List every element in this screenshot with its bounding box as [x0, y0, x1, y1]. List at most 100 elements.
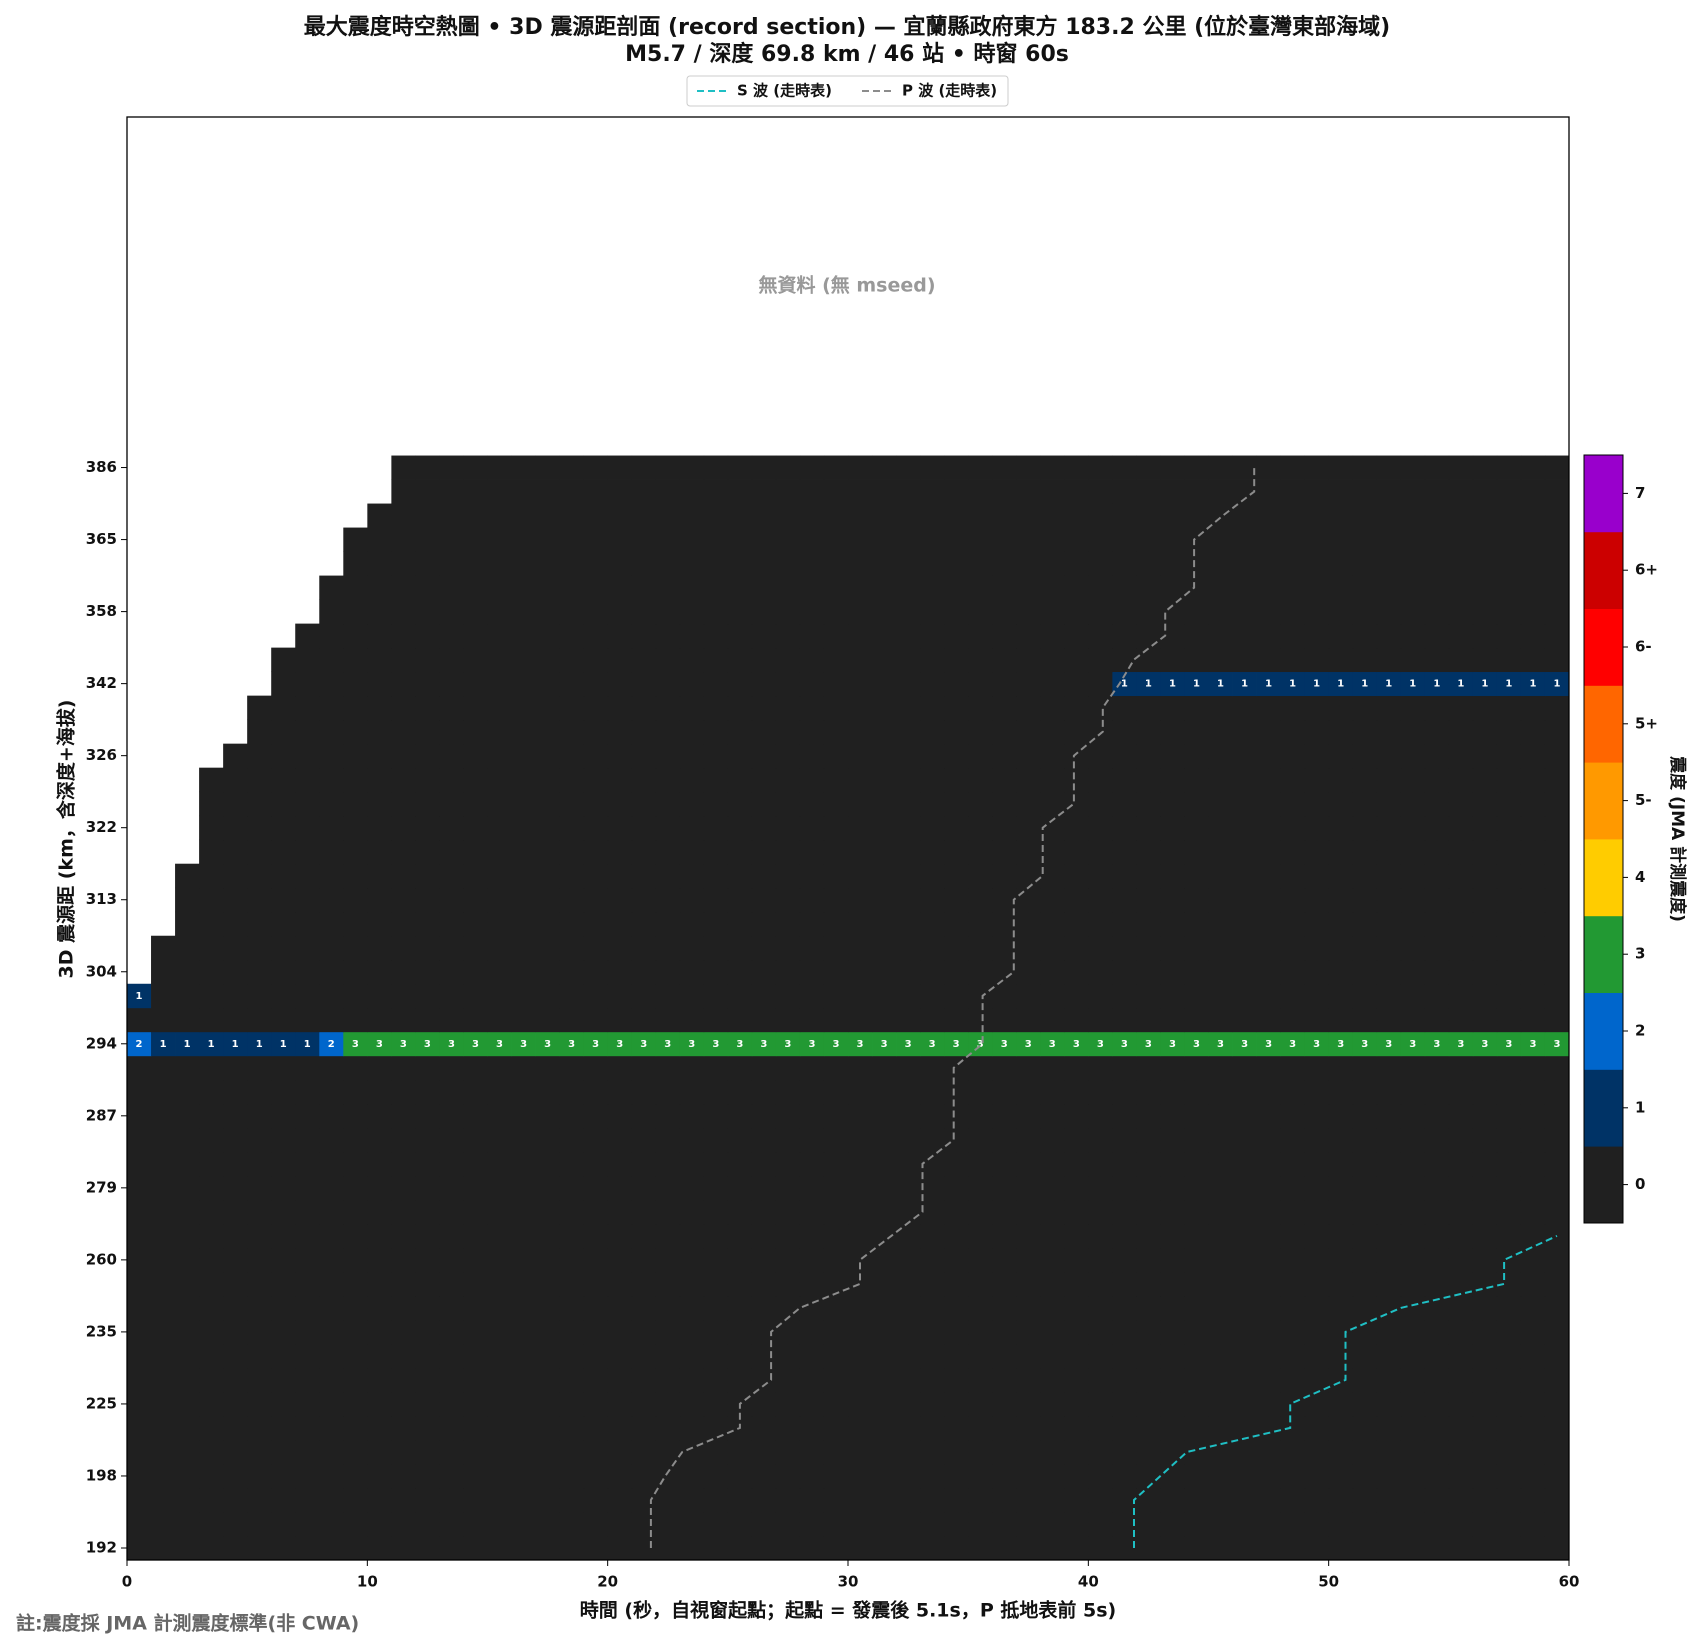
heatmap-cell: [151, 1247, 176, 1273]
heatmap-cell: [1328, 911, 1354, 937]
heatmap-cell: [1088, 1151, 1113, 1177]
heatmap-cell: [343, 1199, 368, 1225]
heatmap-cell: [1328, 767, 1354, 793]
heatmap-cell: [872, 1439, 897, 1465]
cell-label: 3: [544, 1039, 551, 1050]
heatmap-cell: [1304, 719, 1330, 745]
chart-subtitle: M5.7 / 深度 69.8 km / 46 站 • 時窗 60s: [625, 41, 1069, 67]
heatmap-cell: [223, 983, 248, 1009]
heatmap-cell: [1352, 1055, 1378, 1081]
heatmap-cell: [1280, 695, 1306, 721]
heatmap-cell: [535, 551, 560, 576]
heatmap-cell: [583, 863, 609, 889]
heatmap-cell: [391, 1295, 416, 1321]
heatmap-cell: [1496, 1175, 1522, 1201]
cell-label: 1: [1481, 679, 1488, 690]
heatmap-cell: [1352, 815, 1378, 841]
heatmap-cell: [295, 839, 320, 865]
heatmap-cell: [487, 767, 512, 793]
heatmap-cell: [1256, 551, 1281, 576]
heatmap-cell: [775, 455, 801, 480]
heatmap-cell: [1496, 719, 1522, 745]
heatmap-cell: [391, 1463, 416, 1489]
heatmap-cell: [1424, 839, 1450, 865]
heatmap-cell: [127, 1079, 152, 1105]
heatmap-cell: [872, 1271, 897, 1297]
heatmap-cell: [823, 1247, 849, 1273]
heatmap-cell: [655, 935, 681, 961]
heatmap-cell: [319, 767, 344, 793]
heatmap-cell: [487, 1103, 512, 1129]
heatmap-cell: [1352, 1343, 1378, 1369]
heatmap-cell: [1328, 1415, 1354, 1441]
heatmap-cell: [1184, 863, 1209, 889]
heatmap-cell: [1040, 1439, 1065, 1465]
heatmap-cell: [319, 647, 344, 673]
heatmap-cell: [559, 887, 585, 913]
heatmap-cell: [1136, 1151, 1161, 1177]
heatmap-cell: [968, 1031, 993, 1057]
heatmap-cell: [1040, 719, 1065, 745]
heatmap-cell: [1520, 479, 1546, 504]
heatmap-cell: [1328, 1535, 1354, 1561]
heatmap-cell: [295, 767, 320, 793]
heatmap-cell: [559, 1367, 585, 1393]
heatmap-cell: [1304, 527, 1330, 552]
heatmap-cell: [271, 1487, 296, 1513]
heatmap-cell: [343, 983, 368, 1009]
heatmap-cell: [1424, 1367, 1450, 1393]
heatmap-cell: [992, 743, 1017, 769]
heatmap-cell: [823, 791, 849, 817]
heatmap-cell: [1496, 599, 1522, 625]
heatmap-cell: [1160, 767, 1185, 793]
cell-label: 1: [1241, 679, 1248, 690]
heatmap-cell: [295, 1055, 320, 1081]
heatmap-cell: [1280, 1367, 1306, 1393]
heatmap-cell: [727, 1367, 753, 1393]
heatmap-cell: [727, 671, 753, 697]
cell-label: 1: [1505, 679, 1512, 690]
heatmap-cell: [559, 695, 585, 721]
heatmap-cell: [1544, 1367, 1570, 1393]
heatmap-cell: [1544, 695, 1570, 721]
heatmap-cell: [631, 1175, 657, 1201]
heatmap-cell: [367, 1511, 392, 1537]
heatmap-cell: [1184, 911, 1209, 937]
heatmap-cell: [1328, 1439, 1354, 1465]
heatmap-cell: [535, 815, 560, 841]
heatmap-cell: [1520, 695, 1546, 721]
heatmap-cell: [655, 1079, 681, 1105]
heatmap-cell: [511, 1319, 536, 1345]
heatmap-cell: [1496, 1079, 1522, 1105]
heatmap-cell: [703, 647, 729, 673]
heatmap-cell: [968, 695, 993, 721]
heatmap-cell: [463, 551, 488, 576]
heatmap-cell: [415, 1055, 440, 1081]
cell-label: 3: [496, 1039, 503, 1050]
heatmap-cell: [583, 647, 609, 673]
heatmap-cell: [343, 1295, 368, 1321]
heatmap-cell: [607, 1103, 633, 1129]
heatmap-cell: [223, 1079, 248, 1105]
heatmap-cell: [823, 1103, 849, 1129]
heatmap-cell: [775, 1127, 801, 1153]
heatmap-cell: [703, 767, 729, 793]
heatmap-cell: [944, 791, 969, 817]
heatmap-cell: [1496, 527, 1522, 552]
heatmap-cell: [1328, 1463, 1354, 1489]
heatmap-cell: [463, 767, 488, 793]
heatmap-cell: [1040, 1031, 1065, 1057]
heatmap-cell: [391, 887, 416, 913]
heatmap-cell: [1184, 1319, 1209, 1345]
heatmap-cell: [343, 1391, 368, 1417]
heatmap-cell: [343, 1271, 368, 1297]
heatmap-cell: [631, 1463, 657, 1489]
heatmap-cell: [1304, 1055, 1330, 1081]
heatmap-cell: [391, 623, 416, 649]
heatmap-cell: [319, 911, 344, 937]
heatmap-cell: [535, 983, 560, 1009]
heatmap-cell: [535, 1175, 560, 1201]
heatmap-cell: [896, 1463, 921, 1489]
heatmap-cell: [1400, 1391, 1426, 1417]
heatmap-cell: [1064, 1031, 1089, 1057]
